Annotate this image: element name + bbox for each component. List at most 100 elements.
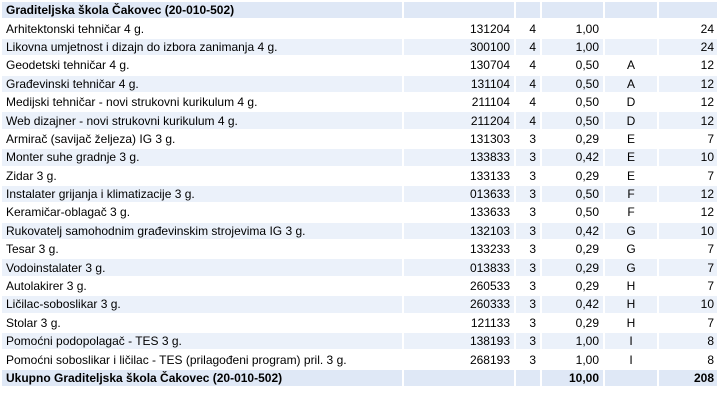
program-group: F	[605, 204, 657, 221]
program-coefficient: 0,50	[542, 185, 603, 203]
program-name: Tesar 3 g.	[2, 241, 402, 258]
program-group: I	[605, 351, 657, 368]
program-years: 3	[516, 277, 540, 295]
program-code: 211104	[404, 93, 514, 111]
program-name: Pomoćni soboslikar i ličilac - TES (pril…	[2, 351, 402, 368]
program-coefficient: 0,29	[542, 277, 603, 295]
table-row: Medijski tehničar - novi strukovni kurik…	[2, 93, 717, 111]
program-years: 3	[516, 259, 540, 276]
table-row: Web dizajner - novi strukovni kurikulum …	[2, 112, 717, 129]
program-group: E	[605, 167, 657, 184]
program-name: Geodetski tehničar 4 g.	[2, 57, 402, 74]
table-row: Geodetski tehničar 4 g. 130704 4 0,50 A 12	[2, 57, 717, 74]
program-name: Ličilac-soboslikar 3 g.	[2, 296, 402, 313]
program-count: 8	[659, 333, 717, 350]
program-coefficient: 0,29	[542, 130, 603, 148]
program-coefficient: 0,50	[542, 93, 603, 111]
table-row: Armirač (savijač željeza) IG 3 g. 131303 3…	[2, 130, 717, 148]
program-years: 3	[516, 167, 540, 184]
program-years: 3	[516, 149, 540, 166]
program-name: Stolar 3 g.	[2, 314, 402, 332]
program-count: 7	[659, 241, 717, 258]
program-code: 121133	[404, 314, 514, 332]
program-coefficient: 0,29	[542, 241, 603, 258]
program-years: 3	[516, 222, 540, 240]
program-name: Likovna umjetnost i dizajn do izbora zan…	[2, 38, 402, 56]
program-code: 130704	[404, 57, 514, 74]
table-row: Vodoinstalater 3 g. 013833 3 0,29 G 7	[2, 259, 717, 276]
program-count: 10	[659, 222, 717, 240]
table-row: Monter suhe gradnje 3 g. 133833 3 0,42 E 10	[2, 149, 717, 166]
program-coefficient: 0,29	[542, 314, 603, 332]
program-count: 7	[659, 259, 717, 276]
program-group: G	[605, 222, 657, 240]
program-group: E	[605, 149, 657, 166]
program-years: 4	[516, 20, 540, 37]
program-count: 7	[659, 277, 717, 295]
program-group: H	[605, 314, 657, 332]
program-years: 3	[516, 314, 540, 332]
program-years: 4	[516, 112, 540, 129]
school-header-row: Graditeljska škola Čakovec (20-010-502)	[2, 2, 717, 19]
program-years: 4	[516, 38, 540, 56]
program-name: Keramičar-oblagač 3 g.	[2, 204, 402, 221]
table-row: Autolakirer 3 g. 260533 3 0,29 H 7	[2, 277, 717, 295]
program-code: 132103	[404, 222, 514, 240]
program-group: H	[605, 296, 657, 313]
program-count: 12	[659, 204, 717, 221]
program-code: 133633	[404, 204, 514, 221]
program-code: 133233	[404, 241, 514, 258]
program-coefficient: 1,00	[542, 351, 603, 368]
program-group: A	[605, 57, 657, 74]
total-count: 208	[659, 369, 717, 387]
program-name: Medijski tehničar - novi strukovni kurik…	[2, 93, 402, 111]
program-coefficient: 0,50	[542, 112, 603, 129]
table-row: Zidar 3 g. 133133 3 0,29 E 7	[2, 167, 717, 184]
program-name: Građevinski tehničar 4 g.	[2, 75, 402, 92]
table-row: Stolar 3 g. 121133 3 0,29 H 7	[2, 314, 717, 332]
program-group: G	[605, 241, 657, 258]
program-code: 131303	[404, 130, 514, 148]
program-code: 300100	[404, 38, 514, 56]
program-group: E	[605, 130, 657, 148]
program-group: A	[605, 75, 657, 92]
table-row: Pomoćni podopolagač - TES 3 g. 138193 3 1,0…	[2, 333, 717, 350]
program-group: F	[605, 185, 657, 203]
program-coefficient: 0,42	[542, 149, 603, 166]
program-code: 260333	[404, 296, 514, 313]
program-coefficient: 0,29	[542, 167, 603, 184]
program-years: 3	[516, 351, 540, 368]
table-row: Arhitektonski tehničar 4 g. 131204 4 1,00 24	[2, 20, 717, 37]
program-years: 4	[516, 57, 540, 74]
program-coefficient: 0,50	[542, 57, 603, 74]
program-count: 12	[659, 75, 717, 92]
program-name: Arhitektonski tehničar 4 g.	[2, 20, 402, 37]
program-count: 10	[659, 296, 717, 313]
program-years: 4	[516, 93, 540, 111]
program-code: 211204	[404, 112, 514, 129]
program-count: 12	[659, 185, 717, 203]
program-coefficient: 0,29	[542, 259, 603, 276]
program-group: D	[605, 112, 657, 129]
total-row: Ukupno Graditeljska škola Čakovec (20-01…	[2, 369, 717, 387]
program-code: 260533	[404, 277, 514, 295]
program-name: Pomoćni podopolagač - TES 3 g.	[2, 333, 402, 350]
program-coefficient: 1,00	[542, 333, 603, 350]
program-name: Vodoinstalater 3 g.	[2, 259, 402, 276]
program-coefficient: 1,00	[542, 38, 603, 56]
program-name: Instalater grijanja i klimatizacije 3 g.	[2, 185, 402, 203]
program-count: 12	[659, 93, 717, 111]
program-group: D	[605, 93, 657, 111]
school-name: Graditeljska škola Čakovec (20-010-502)	[2, 2, 402, 19]
program-group: G	[605, 259, 657, 276]
program-count: 8	[659, 351, 717, 368]
program-group: I	[605, 333, 657, 350]
program-coefficient: 0,42	[542, 222, 603, 240]
program-coefficient: 1,00	[542, 20, 603, 37]
program-years: 3	[516, 241, 540, 258]
program-code: 131104	[404, 75, 514, 92]
program-group	[605, 20, 657, 37]
program-name: Web dizajner - novi strukovni kurikulum …	[2, 112, 402, 129]
program-name: Armirač (savijač željeza) IG 3 g.	[2, 130, 402, 148]
program-years: 3	[516, 296, 540, 313]
